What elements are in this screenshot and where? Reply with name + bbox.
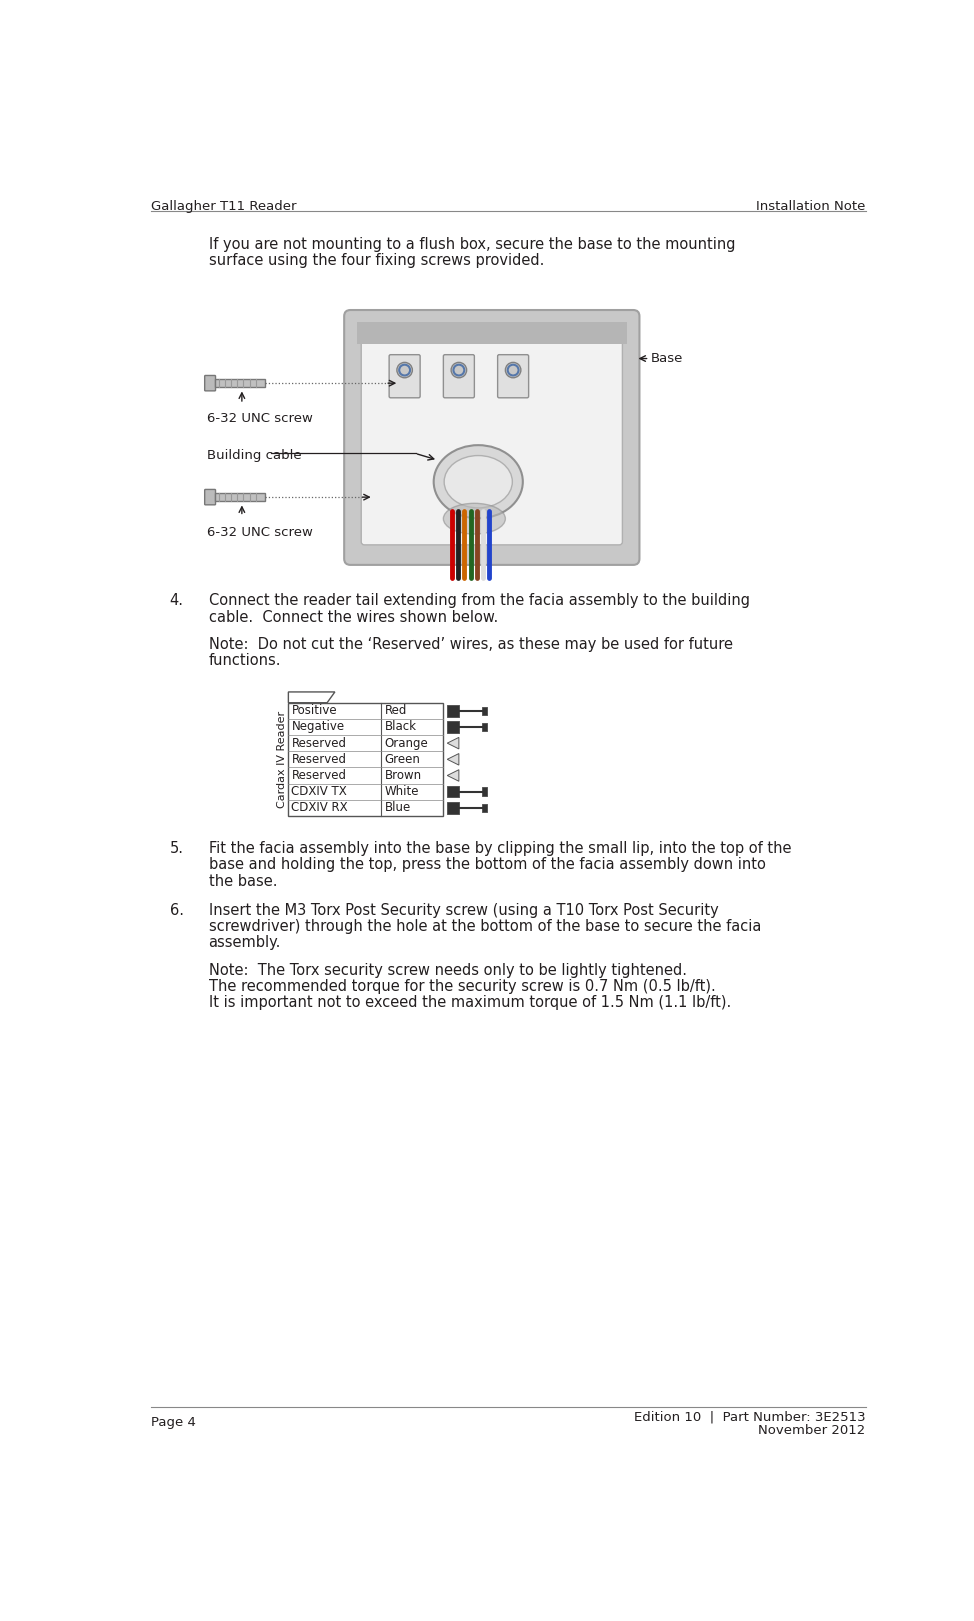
Text: functions.: functions. (208, 653, 281, 668)
Text: Cardax IV Reader: Cardax IV Reader (278, 710, 287, 807)
Bar (482, 804, 487, 812)
Text: If you are not mounting to a flush box, secure the base to the mounting: If you are not mounting to a flush box, … (208, 237, 735, 251)
Bar (356, 323, 627, 344)
Text: Building cable: Building cable (207, 449, 302, 462)
Text: 4.: 4. (169, 593, 184, 608)
Bar (447, 802, 459, 814)
Text: CDXIV RX: CDXIV RX (291, 801, 348, 814)
Text: White: White (385, 785, 419, 798)
Text: screwdriver) through the hole at the bottom of the base to secure the facia: screwdriver) through the hole at the bot… (208, 919, 761, 934)
FancyBboxPatch shape (390, 355, 420, 397)
Text: Black: Black (385, 720, 417, 733)
Text: surface using the four fixing screws provided.: surface using the four fixing screws pro… (208, 253, 543, 267)
Text: Fit the facia assembly into the base by clipping the small lip, into the top of : Fit the facia assembly into the base by … (208, 841, 791, 856)
Text: Orange: Orange (385, 736, 429, 749)
Polygon shape (288, 692, 335, 704)
Bar (482, 707, 487, 715)
Polygon shape (447, 754, 459, 765)
FancyBboxPatch shape (344, 310, 640, 564)
Text: Brown: Brown (385, 768, 422, 781)
Bar (482, 723, 487, 731)
Text: Reserved: Reserved (291, 752, 347, 765)
Text: Edition 10  |  Part Number: 3E2513: Edition 10 | Part Number: 3E2513 (634, 1410, 866, 1423)
Text: the base.: the base. (208, 874, 277, 888)
Text: The recommended torque for the security screw is 0.7 Nm (0.5 lb/ft).: The recommended torque for the security … (208, 979, 715, 994)
Text: 6-32 UNC screw: 6-32 UNC screw (207, 412, 313, 425)
FancyBboxPatch shape (205, 490, 215, 504)
Text: Page 4: Page 4 (151, 1417, 196, 1430)
Bar (214, 493, 265, 501)
Bar (447, 721, 459, 733)
Text: Insert the M3 Torx Post Security screw (using a T10 Torx Post Security: Insert the M3 Torx Post Security screw (… (208, 903, 718, 917)
Circle shape (506, 363, 521, 378)
Text: 6-32 UNC screw: 6-32 UNC screw (207, 525, 313, 538)
Ellipse shape (444, 456, 512, 507)
Text: assembly.: assembly. (208, 935, 281, 950)
Circle shape (396, 363, 412, 378)
Text: Note:  Do not cut the ‘Reserved’ wires, as these may be used for future: Note: Do not cut the ‘Reserved’ wires, a… (208, 637, 732, 652)
Bar (447, 786, 459, 798)
FancyBboxPatch shape (443, 355, 474, 397)
Text: CDXIV TX: CDXIV TX (291, 785, 347, 798)
Text: It is important not to exceed the maximum torque of 1.5 Nm (1.1 lb/ft).: It is important not to exceed the maximu… (208, 995, 731, 1010)
FancyBboxPatch shape (498, 355, 529, 397)
Text: 6.: 6. (169, 903, 184, 917)
Text: Green: Green (385, 752, 421, 765)
Bar (447, 705, 459, 716)
Text: cable.  Connect the wires shown below.: cable. Connect the wires shown below. (208, 609, 498, 624)
Text: Blue: Blue (385, 801, 411, 814)
Text: Installation Note: Installation Note (757, 199, 866, 212)
Bar (288, 704, 443, 815)
Text: Reserved: Reserved (291, 768, 347, 781)
Bar (482, 788, 487, 796)
FancyBboxPatch shape (361, 331, 622, 545)
Polygon shape (447, 770, 459, 781)
Text: Base: Base (651, 352, 684, 365)
Text: Note:  The Torx security screw needs only to be lightly tightened.: Note: The Torx security screw needs only… (208, 963, 687, 977)
Text: Connect the reader tail extending from the facia assembly to the building: Connect the reader tail extending from t… (208, 593, 750, 608)
Circle shape (451, 363, 467, 378)
Bar (214, 379, 265, 387)
Text: Reserved: Reserved (291, 736, 347, 749)
Text: Negative: Negative (291, 720, 345, 733)
Ellipse shape (433, 446, 523, 519)
Text: November 2012: November 2012 (759, 1423, 866, 1436)
Text: Red: Red (385, 704, 407, 718)
Text: 5.: 5. (169, 841, 184, 856)
Polygon shape (447, 738, 459, 749)
Text: Gallagher T11 Reader: Gallagher T11 Reader (151, 199, 297, 212)
Text: base and holding the top, press the bottom of the facia assembly down into: base and holding the top, press the bott… (208, 858, 766, 872)
Text: Positive: Positive (291, 704, 337, 718)
Ellipse shape (443, 503, 506, 533)
FancyBboxPatch shape (205, 376, 215, 391)
